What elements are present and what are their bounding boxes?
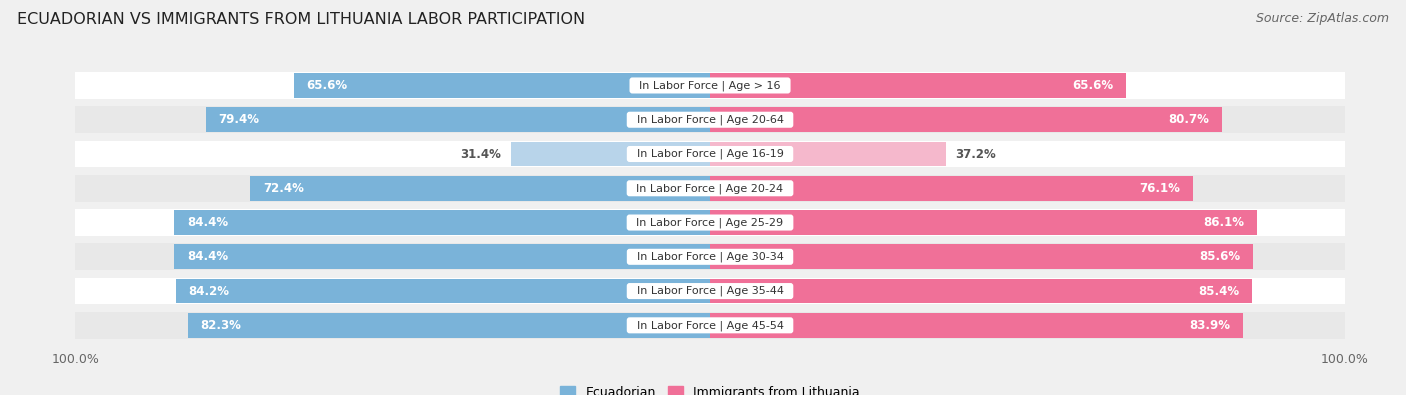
Bar — [187, 313, 710, 338]
Text: 72.4%: 72.4% — [263, 182, 304, 195]
Bar — [76, 243, 1344, 270]
Bar — [294, 73, 710, 98]
Text: 84.4%: 84.4% — [187, 250, 228, 263]
Text: In Labor Force | Age 30-34: In Labor Force | Age 30-34 — [630, 252, 790, 262]
Text: 84.2%: 84.2% — [188, 284, 229, 297]
Bar — [710, 245, 1253, 269]
Text: 85.6%: 85.6% — [1199, 250, 1240, 263]
Text: 80.7%: 80.7% — [1168, 113, 1209, 126]
Text: 76.1%: 76.1% — [1139, 182, 1181, 195]
Bar — [76, 278, 1344, 305]
Text: In Labor Force | Age 35-44: In Labor Force | Age 35-44 — [630, 286, 790, 296]
Bar — [174, 210, 710, 235]
Bar — [710, 176, 1194, 201]
Text: In Labor Force | Age > 16: In Labor Force | Age > 16 — [633, 80, 787, 91]
Bar — [176, 279, 710, 303]
Text: 85.4%: 85.4% — [1198, 284, 1240, 297]
Bar — [710, 279, 1253, 303]
Legend: Ecuadorian, Immigrants from Lithuania: Ecuadorian, Immigrants from Lithuania — [555, 381, 865, 395]
Text: In Labor Force | Age 16-19: In Labor Force | Age 16-19 — [630, 149, 790, 159]
Text: 65.6%: 65.6% — [307, 79, 347, 92]
Text: 83.9%: 83.9% — [1189, 319, 1230, 332]
Text: Source: ZipAtlas.com: Source: ZipAtlas.com — [1256, 12, 1389, 25]
Text: 79.4%: 79.4% — [219, 113, 260, 126]
Bar — [76, 106, 1344, 133]
Text: 84.4%: 84.4% — [187, 216, 228, 229]
Text: 65.6%: 65.6% — [1073, 79, 1114, 92]
Bar — [174, 245, 710, 269]
Text: 82.3%: 82.3% — [200, 319, 242, 332]
Bar — [76, 141, 1344, 167]
Text: In Labor Force | Age 20-24: In Labor Force | Age 20-24 — [630, 183, 790, 194]
Bar — [710, 107, 1222, 132]
Text: In Labor Force | Age 45-54: In Labor Force | Age 45-54 — [630, 320, 790, 331]
Bar — [710, 142, 946, 166]
Text: In Labor Force | Age 25-29: In Labor Force | Age 25-29 — [630, 217, 790, 228]
Text: 31.4%: 31.4% — [460, 147, 501, 160]
Bar — [76, 209, 1344, 236]
Bar — [710, 313, 1243, 338]
Text: In Labor Force | Age 20-64: In Labor Force | Age 20-64 — [630, 115, 790, 125]
Bar — [250, 176, 710, 201]
Bar — [710, 73, 1126, 98]
Bar — [510, 142, 710, 166]
Bar — [76, 175, 1344, 201]
Bar — [207, 107, 710, 132]
Text: 86.1%: 86.1% — [1204, 216, 1244, 229]
Bar — [76, 72, 1344, 99]
Bar — [76, 312, 1344, 339]
Text: ECUADORIAN VS IMMIGRANTS FROM LITHUANIA LABOR PARTICIPATION: ECUADORIAN VS IMMIGRANTS FROM LITHUANIA … — [17, 12, 585, 27]
Bar — [710, 210, 1257, 235]
Text: 37.2%: 37.2% — [956, 147, 997, 160]
